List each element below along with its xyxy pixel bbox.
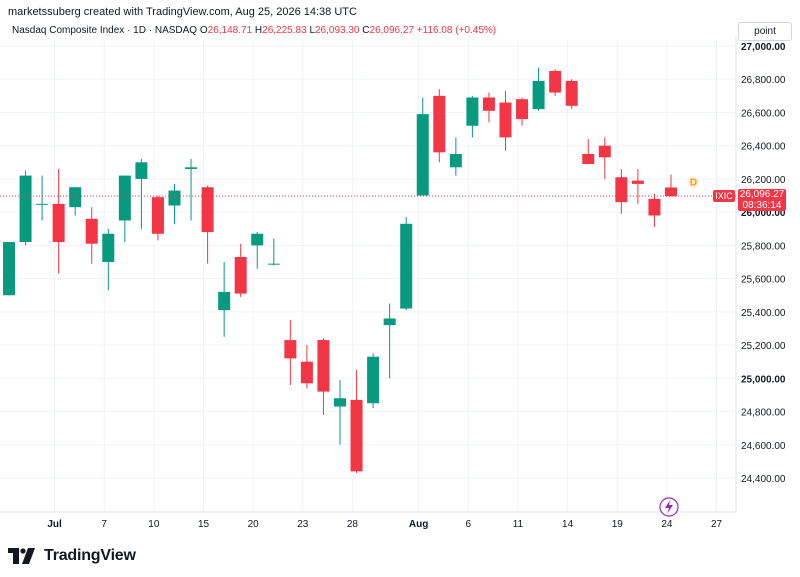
candle-body[interactable] bbox=[367, 356, 380, 404]
last-price-tag: 26,096.27 08:36:14 bbox=[738, 189, 786, 212]
candle-body[interactable] bbox=[284, 340, 297, 359]
x-tick-label: 23 bbox=[297, 519, 309, 530]
x-tick-label: 14 bbox=[562, 519, 574, 530]
x-tick-label: 15 bbox=[198, 519, 210, 530]
open-label: O bbox=[199, 25, 208, 36]
y-tick-label: 26,800.00 bbox=[741, 75, 786, 86]
tradingview-wordmark: TradingView bbox=[44, 547, 136, 564]
candle-body[interactable] bbox=[416, 114, 429, 196]
x-tick-label: 10 bbox=[148, 519, 160, 530]
candle-body[interactable] bbox=[3, 242, 15, 296]
y-tick-label: 25,800.00 bbox=[741, 241, 786, 252]
candle-body[interactable] bbox=[466, 97, 479, 126]
high-label: H bbox=[254, 25, 263, 36]
close-label: C bbox=[362, 25, 370, 36]
candle-body[interactable] bbox=[300, 361, 313, 384]
symbol-title[interactable]: Nasdaq Composite Index · 1D · NASDAQ bbox=[12, 25, 198, 36]
bar-countdown: 08:36:14 bbox=[742, 200, 782, 212]
y-tick-label: 24,600.00 bbox=[741, 441, 786, 452]
y-tick-label: 25,400.00 bbox=[741, 308, 786, 319]
candle-body[interactable] bbox=[665, 187, 677, 197]
close-value: 26,096.27 bbox=[369, 25, 415, 36]
candle-body[interactable] bbox=[317, 340, 330, 392]
high-value: 26,225.83 bbox=[262, 25, 307, 36]
x-tick-label: 20 bbox=[248, 519, 260, 530]
y-tick-label: 26,400.00 bbox=[741, 142, 786, 153]
symbol-price-tag: IXIC bbox=[713, 190, 735, 203]
candle-body[interactable] bbox=[185, 167, 198, 169]
candle-body[interactable] bbox=[267, 263, 280, 265]
candle-body[interactable] bbox=[234, 257, 247, 294]
change-value: +116.08 (+0.45%) bbox=[416, 25, 497, 36]
candle-body[interactable] bbox=[433, 95, 446, 153]
candle-body[interactable] bbox=[549, 70, 562, 93]
candle-body[interactable] bbox=[168, 190, 181, 206]
candle-body[interactable] bbox=[19, 175, 32, 243]
tradingview-logo[interactable]: TradingView bbox=[8, 546, 136, 566]
x-tick-label: 6 bbox=[466, 519, 472, 530]
x-tick-label: 27 bbox=[711, 519, 723, 530]
candle-body[interactable] bbox=[631, 180, 644, 184]
candle-body[interactable] bbox=[449, 154, 462, 168]
candle-body[interactable] bbox=[36, 203, 49, 205]
x-tick-label: 19 bbox=[612, 519, 624, 530]
candle-body[interactable] bbox=[118, 175, 131, 221]
y-tick-label: 26,200.00 bbox=[741, 175, 786, 186]
y-tick-label: 24,800.00 bbox=[741, 408, 786, 419]
candle-body[interactable] bbox=[532, 80, 545, 110]
x-tick-label: Aug bbox=[409, 519, 428, 530]
y-tick-label: 27,000.00 bbox=[741, 42, 786, 53]
candle-body[interactable] bbox=[516, 99, 529, 120]
x-tick-label: 7 bbox=[101, 519, 107, 530]
price-scale-mode-button[interactable]: point bbox=[738, 22, 792, 41]
x-tick-label: 24 bbox=[661, 519, 673, 530]
candle-body[interactable] bbox=[69, 187, 82, 208]
candle-body[interactable] bbox=[350, 399, 363, 472]
open-value: 26,148.71 bbox=[207, 25, 253, 36]
created-by-text: marketssuberg created with TradingView.c… bbox=[8, 6, 357, 18]
candle-body[interactable] bbox=[598, 145, 611, 158]
candle-body[interactable] bbox=[201, 187, 214, 233]
candle-body[interactable] bbox=[582, 154, 595, 164]
symbol-ohlc-legend: Nasdaq Composite Index · 1D · NASDAQ O26… bbox=[12, 25, 496, 36]
y-tick-label: 25,200.00 bbox=[741, 341, 786, 352]
candle-body[interactable] bbox=[565, 80, 578, 106]
candle-body[interactable] bbox=[218, 291, 231, 311]
y-tick-label: 24,400.00 bbox=[741, 474, 786, 485]
y-tick-label: 25,000.00 bbox=[741, 374, 786, 385]
x-tick-label: 28 bbox=[347, 519, 359, 530]
y-tick-label: 25,600.00 bbox=[741, 275, 786, 286]
last-price-value: 26,096.27 bbox=[739, 189, 785, 201]
candle-body[interactable] bbox=[52, 203, 65, 243]
candle-body[interactable] bbox=[102, 233, 115, 262]
low-value: 26,093.30 bbox=[315, 25, 360, 36]
candle-body[interactable] bbox=[499, 102, 512, 138]
candle-body[interactable] bbox=[615, 177, 628, 203]
candle-body[interactable] bbox=[383, 318, 396, 326]
candle-body[interactable] bbox=[482, 97, 495, 111]
candle-body[interactable] bbox=[85, 218, 98, 244]
tradingview-logo-icon bbox=[8, 548, 35, 564]
low-label: L bbox=[309, 25, 315, 36]
dividend-marker-label: D bbox=[690, 178, 697, 189]
lightning-icon bbox=[665, 500, 673, 514]
dividend-marker[interactable] bbox=[687, 176, 700, 189]
y-tick-label: 26,000.00 bbox=[741, 208, 786, 219]
x-tick-label: 11 bbox=[513, 519, 524, 530]
candle-body[interactable] bbox=[135, 162, 148, 179]
x-tick-label: Jul bbox=[47, 519, 62, 530]
candle-body[interactable] bbox=[648, 198, 661, 216]
candle-body[interactable] bbox=[334, 398, 346, 407]
y-tick-label: 26,600.00 bbox=[741, 108, 786, 119]
candle-body[interactable] bbox=[400, 223, 413, 309]
candle-body[interactable] bbox=[151, 197, 164, 234]
candle-body[interactable] bbox=[251, 233, 264, 246]
